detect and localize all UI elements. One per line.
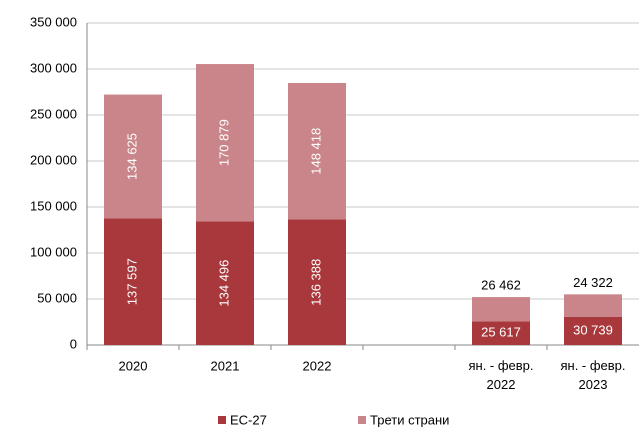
legend-swatch	[358, 416, 366, 424]
data-label: 170 879	[216, 119, 231, 166]
data-label: 137 597	[124, 258, 139, 305]
bar-segment	[564, 294, 622, 317]
data-label: 134 496	[216, 260, 231, 307]
y-tick-label: 200 000	[30, 152, 77, 167]
bar-segment	[196, 64, 254, 222]
bar-segment	[104, 94, 162, 219]
x-tick-label: 2020	[119, 358, 148, 373]
y-tick-label: 350 000	[30, 14, 77, 29]
y-tick-label: 150 000	[30, 198, 77, 213]
x-tick-label: ян. - февр. 2022	[468, 358, 533, 392]
data-label: 24 322	[573, 275, 613, 290]
x-tick-label: 2021	[211, 358, 240, 373]
legend-swatch	[218, 416, 226, 424]
bar-segment	[472, 321, 530, 345]
x-tick-label: ян. - февр. 2023	[560, 358, 625, 392]
bar-segment	[104, 218, 162, 345]
bar-segment	[472, 297, 530, 322]
bar-segment	[288, 219, 346, 345]
legend-label: ЕС-27	[230, 412, 267, 427]
legend-label: Трети страни	[370, 412, 449, 427]
y-tick-label: 50 000	[37, 290, 77, 305]
data-label: 136 388	[308, 259, 323, 306]
data-label: 26 462	[481, 278, 521, 293]
y-tick-label: 250 000	[30, 106, 77, 121]
bar-segment	[564, 316, 622, 345]
x-tick-label: 2022	[303, 358, 332, 373]
bar-segment	[196, 221, 254, 345]
y-tick-label: 100 000	[30, 244, 77, 259]
data-label: 134 625	[124, 133, 139, 180]
y-tick-label: 0	[70, 336, 77, 351]
y-tick-label: 300 000	[30, 60, 77, 75]
bar-segment	[288, 82, 346, 220]
data-label: 30 739	[573, 322, 613, 337]
data-label: 25 617	[481, 325, 521, 340]
data-label: 148 418	[308, 128, 323, 175]
